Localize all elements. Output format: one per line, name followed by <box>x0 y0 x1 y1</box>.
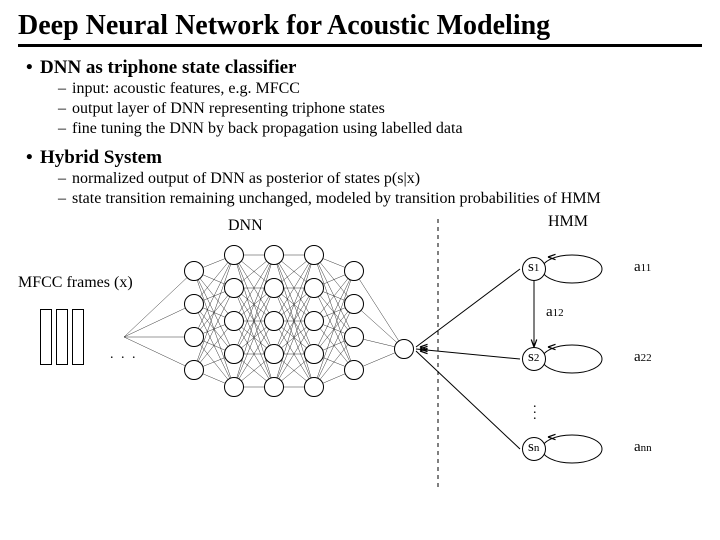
dnn-node <box>224 311 244 331</box>
state-label: s2 <box>528 349 539 366</box>
dnn-output-node <box>394 339 414 359</box>
a-label: a22 <box>634 349 652 366</box>
section-1-item: –fine tuning the DNN by back propagation… <box>58 119 702 139</box>
dnn-node <box>264 377 284 397</box>
dnn-node <box>224 344 244 364</box>
ellipsis-icon: . . . <box>110 347 138 363</box>
mfcc-label: MFCC frames (x) <box>18 274 133 292</box>
hmm-label: HMM <box>548 213 588 231</box>
dnn-node <box>304 311 324 331</box>
dnn-node <box>304 344 324 364</box>
section-1-item-text: output layer of DNN representing triphon… <box>72 100 385 117</box>
dash-icon: – <box>58 99 72 119</box>
mfcc-frame <box>72 309 84 365</box>
dash-icon: – <box>58 119 72 139</box>
dnn-node <box>264 278 284 298</box>
a12-label: a12 <box>546 304 564 321</box>
page-title: Deep Neural Network for Acoustic Modelin… <box>18 10 702 47</box>
section-1-head-text: DNN as triphone state classifier <box>40 57 296 78</box>
a-label: a11 <box>634 259 651 276</box>
section-1-item-text: input: acoustic features, e.g. MFCC <box>72 80 300 97</box>
section-2-item: –normalized output of DNN as posterior o… <box>58 169 702 189</box>
dnn-node <box>344 261 364 281</box>
section-1-item: –input: acoustic features, e.g. MFCC <box>58 79 702 99</box>
dnn-node <box>344 360 364 380</box>
state-label: s1 <box>528 259 539 276</box>
diagram-area: DNN HMM MFCC frames (x) . . . s1 a11 s2 a22 sn an… <box>18 209 702 499</box>
dnn-node <box>184 360 204 380</box>
dnn-node <box>304 377 324 397</box>
section-2-head: •Hybrid System <box>26 147 702 169</box>
section-2-item: –state transition remaining unchanged, m… <box>58 189 702 209</box>
bullet-icon: • <box>26 147 40 169</box>
section-1-head: •DNN as triphone state classifier <box>26 57 702 79</box>
section-2-head-text: Hybrid System <box>40 147 162 168</box>
dnn-node <box>224 245 244 265</box>
mfcc-frame <box>40 309 52 365</box>
state-label: sn <box>528 439 539 456</box>
dnn-label: DNN <box>228 217 263 235</box>
dnn-node <box>224 278 244 298</box>
dnn-node <box>344 294 364 314</box>
dnn-node <box>264 344 284 364</box>
dnn-node <box>264 311 284 331</box>
dash-icon: – <box>58 79 72 99</box>
dnn-node <box>224 377 244 397</box>
dnn-node <box>304 278 324 298</box>
dash-icon: – <box>58 169 72 189</box>
section-1-item-text: fine tuning the DNN by back propagation … <box>72 120 463 137</box>
dnn-node <box>344 327 364 347</box>
bullet-icon: • <box>26 57 40 79</box>
dnn-node <box>304 245 324 265</box>
section-2-item-text: state transition remaining unchanged, mo… <box>72 190 601 207</box>
a-label: ann <box>634 439 652 456</box>
dnn-node <box>264 245 284 265</box>
section-2-item-text: normalized output of DNN as posterior of… <box>72 170 420 187</box>
section-1-item: –output layer of DNN representing tripho… <box>58 99 702 119</box>
dnn-node <box>184 261 204 281</box>
dnn-node <box>184 294 204 314</box>
mfcc-frame <box>56 309 68 365</box>
ellipsis-icon: ... <box>533 401 537 419</box>
dnn-node <box>184 327 204 347</box>
dash-icon: – <box>58 189 72 209</box>
